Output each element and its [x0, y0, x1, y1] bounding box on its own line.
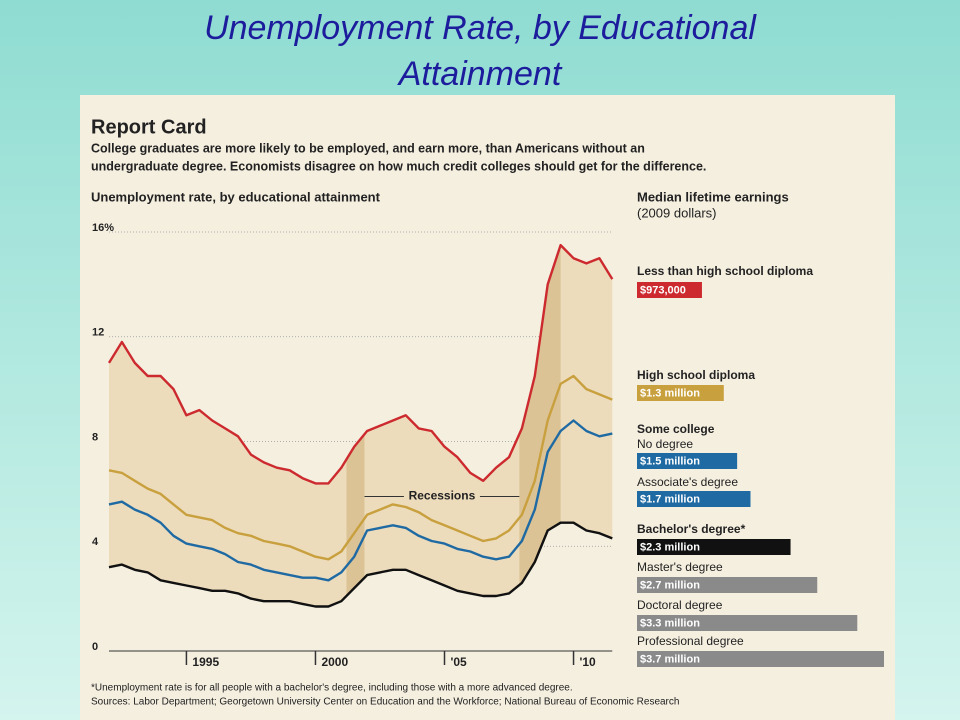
band-area — [109, 245, 613, 607]
earnings-value-label: $3.3 million — [640, 617, 700, 629]
earnings-value-label: $1.7 million — [640, 493, 700, 505]
earnings-value-label: $2.7 million — [640, 579, 700, 591]
x-tick-label: '05 — [451, 655, 468, 669]
earnings-name: Professional degree — [637, 634, 744, 648]
series-line — [108, 419, 613, 582]
earnings-bar — [637, 539, 791, 555]
axis-title: Unemployment rate, by educational attain… — [91, 189, 381, 204]
earnings-name: No degree — [637, 437, 693, 451]
y-tick-label: 4 — [92, 536, 99, 548]
y-tick-label: 16% — [92, 222, 114, 234]
earnings-bar — [637, 453, 738, 469]
earnings-name: Doctoral degree — [637, 598, 723, 612]
series-line — [107, 243, 614, 485]
earnings-value-label: $1.5 million — [640, 455, 700, 467]
series-line — [108, 374, 613, 561]
earnings-value-label: $3.7 million — [640, 653, 700, 665]
earnings-name: Associate's degree — [637, 475, 738, 489]
annotation: Recessions — [409, 489, 476, 503]
x-tick-label: '10 — [580, 655, 597, 669]
footnote: *Unemployment rate is for all people wit… — [91, 683, 573, 694]
earnings-heading: Some college — [637, 422, 715, 436]
earnings-heading: High school diploma — [637, 368, 755, 382]
slide-title: Unemployment Rate, by Educational — [204, 9, 757, 47]
earnings-heading: Less than high school diploma — [637, 264, 813, 278]
earnings-heading: Bachelor's degree* — [637, 522, 746, 536]
slide-title: Attainment — [397, 55, 563, 93]
y-tick-label: 0 — [92, 641, 98, 653]
chart-subtitle: College graduates are more likely to be … — [91, 141, 645, 155]
earnings-bar — [637, 577, 818, 593]
earnings-bar — [637, 651, 884, 667]
x-tick-label: 1995 — [192, 655, 219, 669]
y-tick-label: 8 — [92, 431, 98, 443]
earnings-bar — [637, 615, 858, 631]
earnings-bar — [637, 491, 751, 507]
earnings-bar — [637, 385, 724, 401]
footnote: Sources: Labor Department; Georgetown Un… — [91, 697, 679, 708]
earnings-value-label: $973,000 — [640, 284, 686, 296]
series-line — [108, 521, 613, 608]
earnings-value-label: $1.3 million — [640, 387, 700, 399]
chart-title: Report Card — [91, 116, 207, 138]
chart-subtitle: undergraduate degree. Economists disagre… — [91, 159, 706, 173]
earnings-name: Master's degree — [637, 560, 723, 574]
earnings-subtitle: (2009 dollars) — [637, 205, 717, 220]
earnings-title: Median lifetime earnings — [637, 189, 789, 204]
x-tick-label: 2000 — [321, 655, 348, 669]
earnings-bar — [637, 282, 702, 298]
earnings-value-label: $2.3 million — [640, 541, 700, 553]
y-tick-label: 12 — [92, 327, 104, 339]
